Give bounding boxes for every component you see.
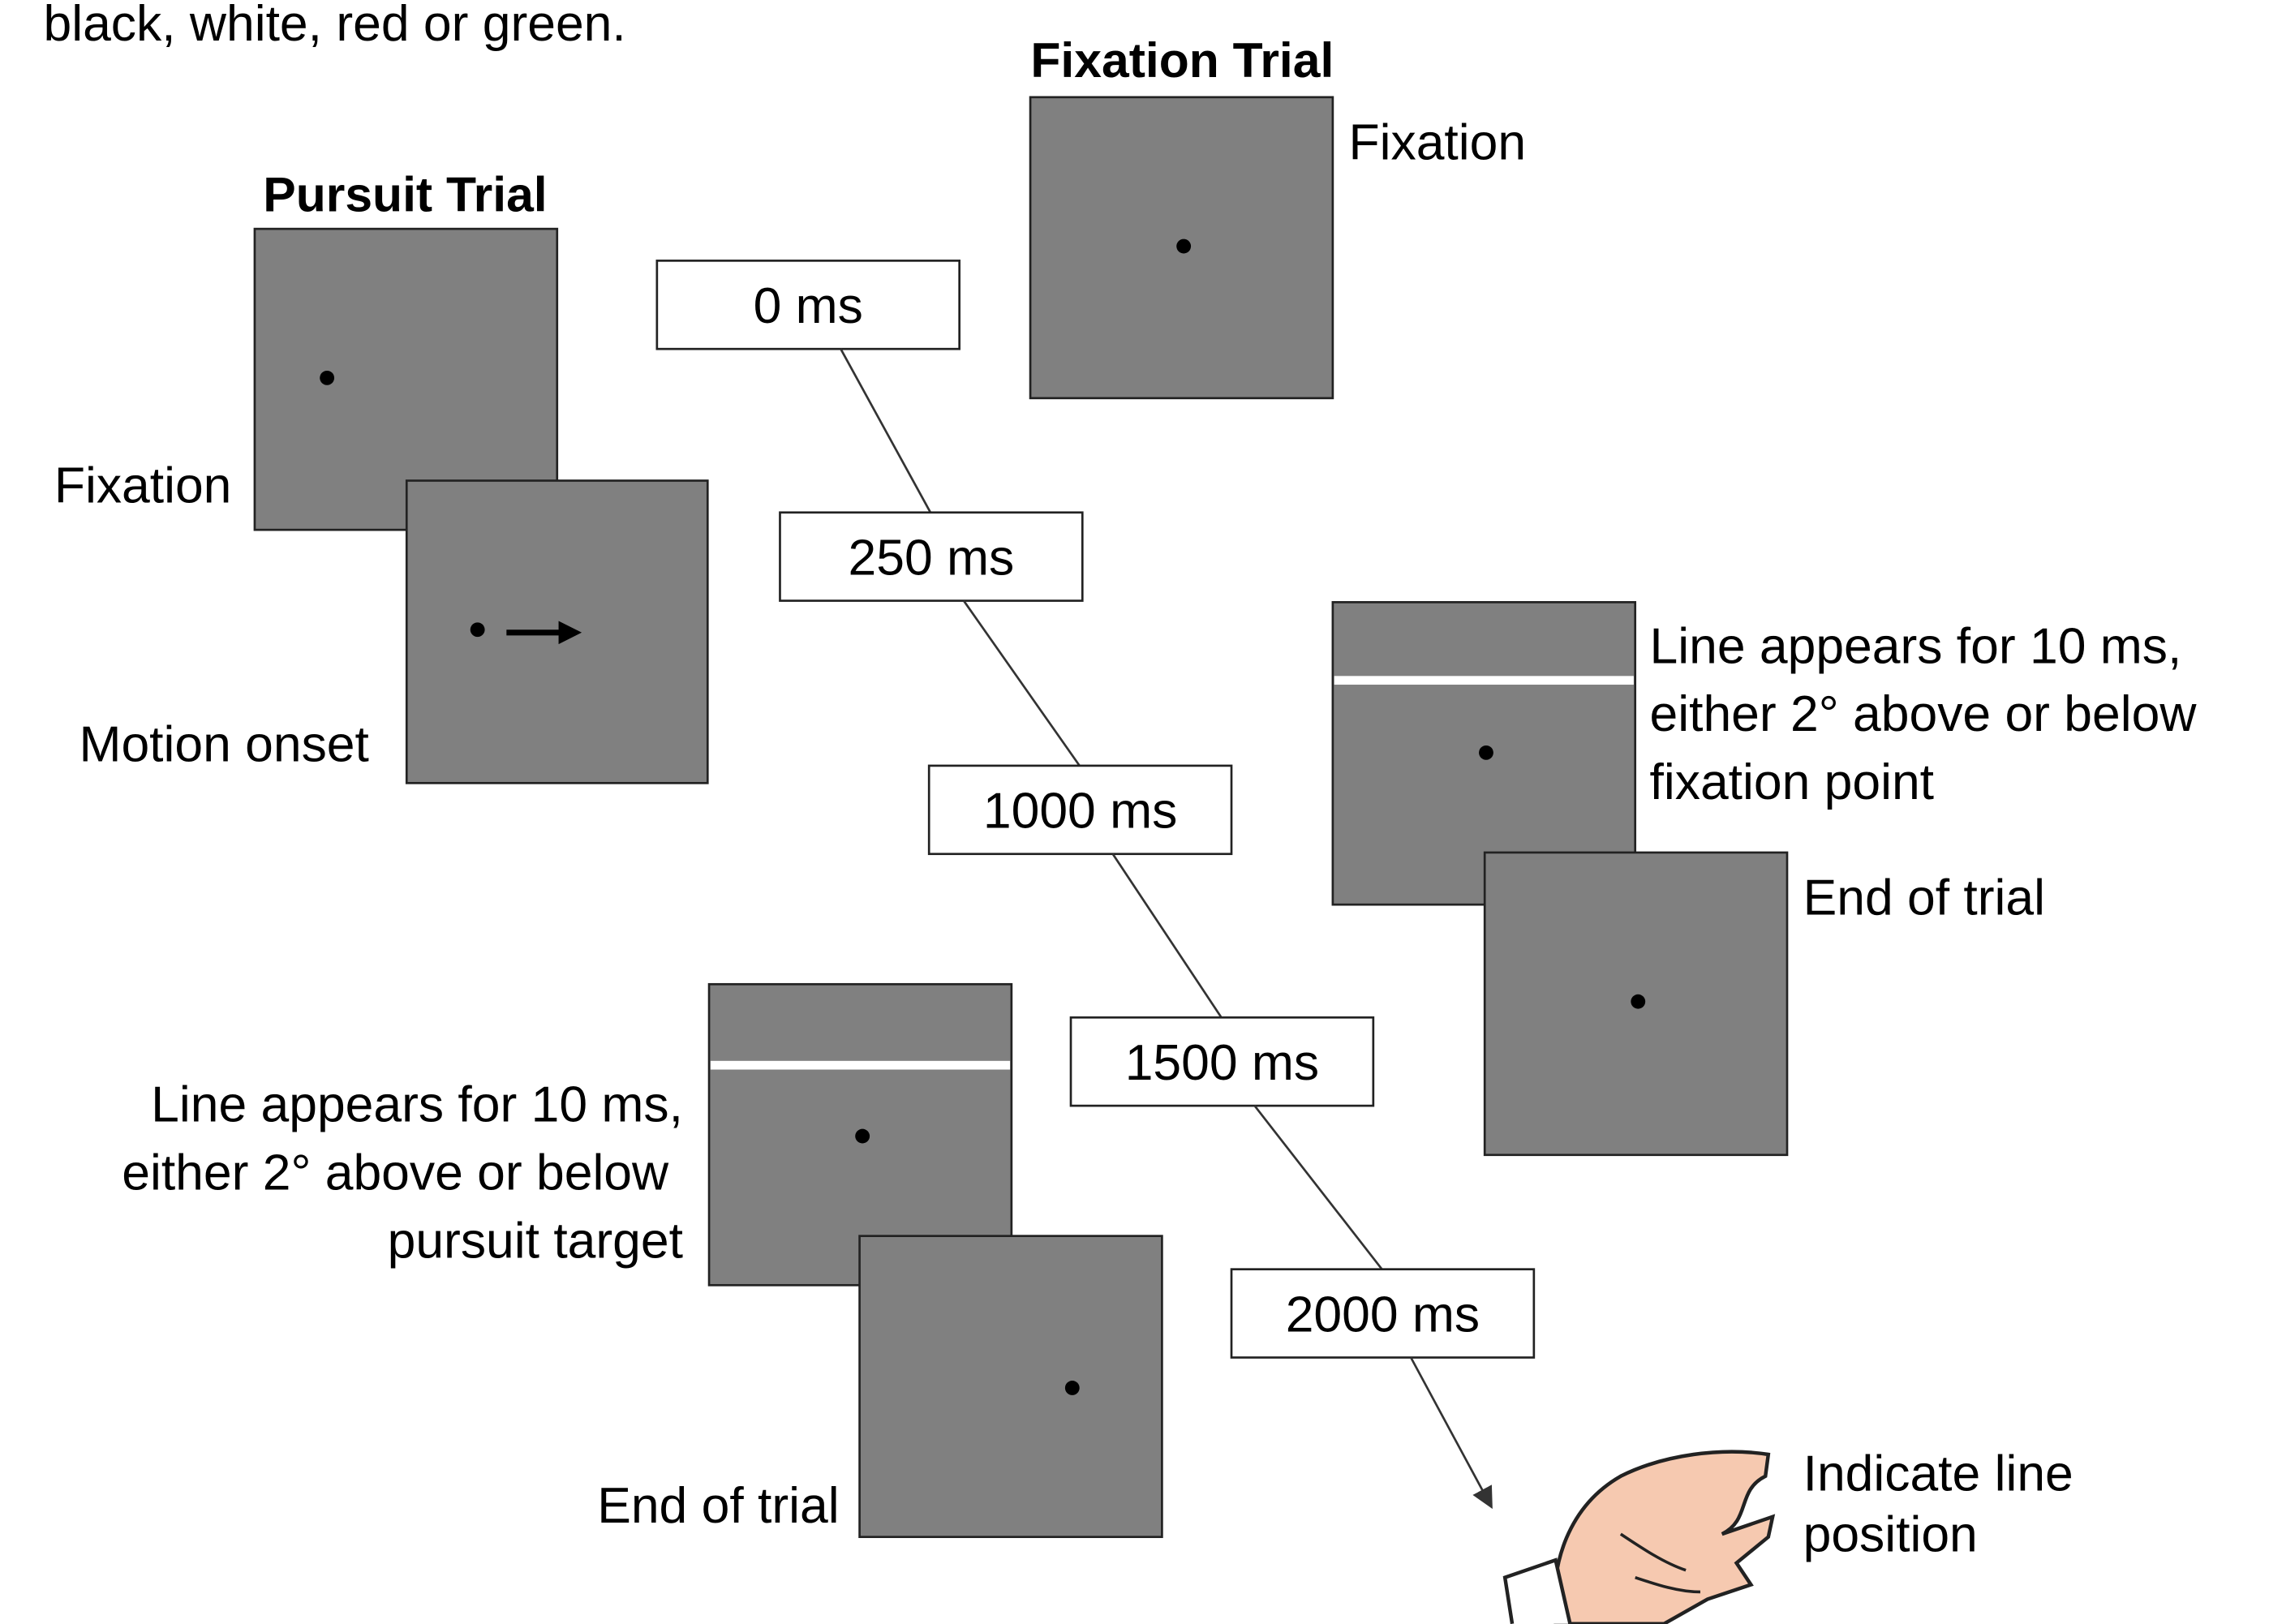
- fixation-label: Fixation: [54, 457, 232, 513]
- line-label: pursuit target: [388, 1212, 683, 1269]
- fixation-dot: [1631, 994, 1646, 1009]
- timeline-segment: [1111, 853, 1223, 1019]
- fixation-label: Fixation: [1349, 114, 1527, 171]
- time-box: [779, 511, 1084, 602]
- timeline-segment: [1253, 1105, 1383, 1270]
- time-label: 0 ms: [754, 277, 863, 334]
- white-line: [710, 1060, 1011, 1070]
- motion-arrowhead: [558, 621, 582, 645]
- target-dot: [1064, 1381, 1080, 1395]
- line-label: either 2° above or below: [122, 1145, 669, 1201]
- response-label: Indicate line: [1803, 1446, 2073, 1502]
- timeline-segment: [962, 599, 1081, 767]
- time-label: 1000 ms: [983, 783, 1177, 840]
- timeline: 0 ms 250 ms 1000 ms 1500 ms 2000 ms: [655, 260, 1536, 1359]
- time-label: 2000 ms: [1286, 1286, 1480, 1343]
- white-line: [1334, 676, 1634, 685]
- end-label: End of trial: [597, 1477, 839, 1534]
- motion-label: Motion onset: [79, 716, 368, 773]
- pursuit-trial-title: Pursuit Trial: [263, 167, 547, 222]
- header-fragment: black, white, red or green.: [44, 0, 626, 52]
- time-label: 1500 ms: [1125, 1034, 1319, 1091]
- line-label: Line appears for 10 ms,: [151, 1076, 683, 1133]
- hand-icon: [1502, 1450, 1776, 1624]
- time-label: 250 ms: [849, 529, 1015, 586]
- line-label: Line appears for 10 ms,: [1650, 617, 2182, 674]
- end-label: End of trial: [1803, 870, 2045, 926]
- fixation-dot: [320, 370, 335, 385]
- fixation-dot: [1176, 238, 1192, 254]
- time-box: [1069, 1016, 1375, 1107]
- line-label: fixation point: [1650, 754, 1934, 810]
- line-label: either 2° above or below: [1650, 685, 2198, 742]
- time-box: [927, 764, 1233, 856]
- fixation-trial-title: Fixation Trial: [1030, 32, 1334, 88]
- time-box: [1230, 1268, 1536, 1359]
- time-box: [655, 260, 960, 350]
- timeline-segment: [840, 348, 932, 513]
- fixation-dot: [1479, 745, 1493, 760]
- end-screen: [858, 1235, 1163, 1539]
- target-dot: [470, 622, 485, 638]
- timeline-arrow: [1410, 1356, 1493, 1510]
- response-label: position: [1803, 1506, 1978, 1563]
- target-dot: [855, 1128, 870, 1144]
